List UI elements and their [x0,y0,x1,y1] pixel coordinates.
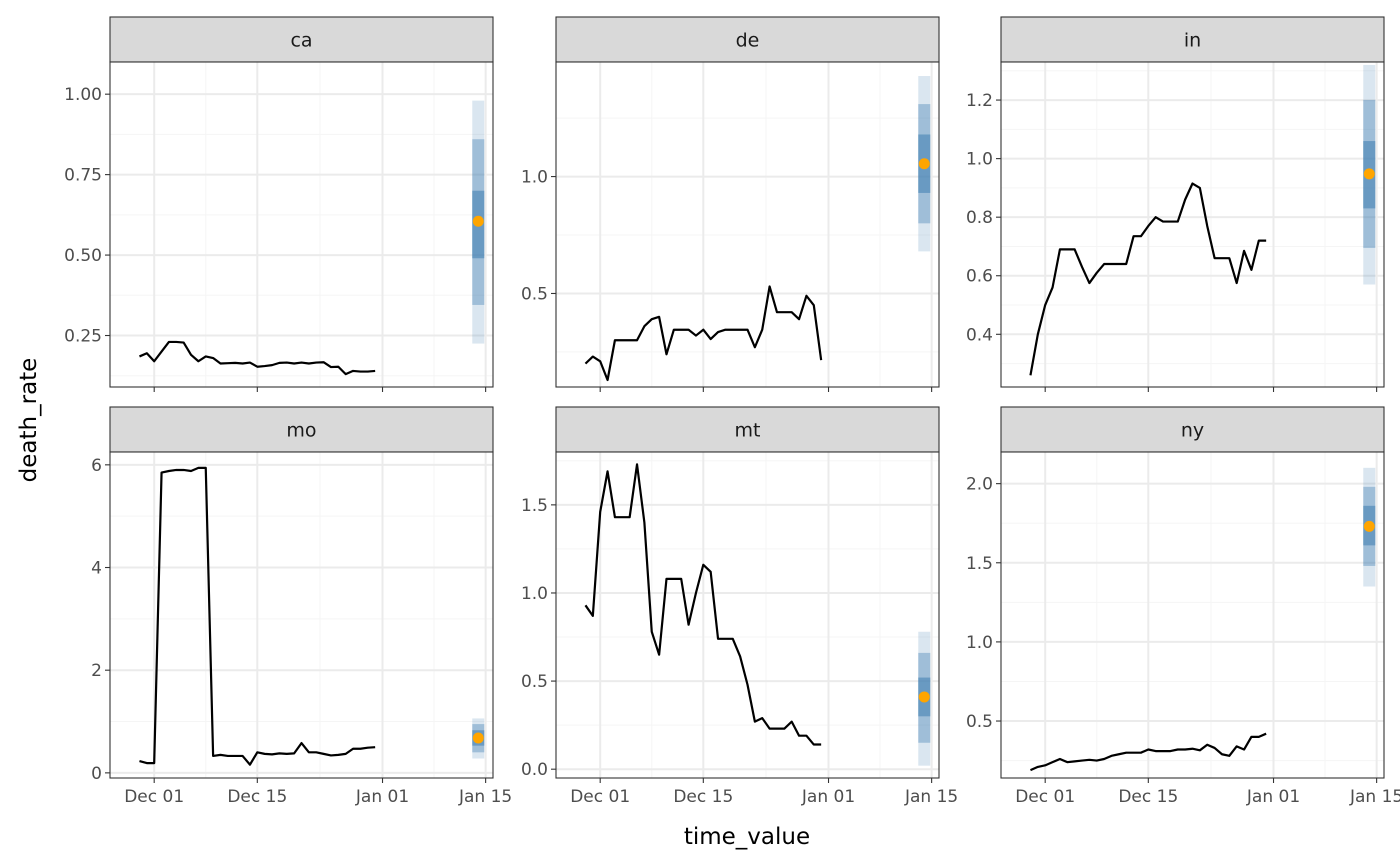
facet-strip [555,406,940,453]
y-tick-label: 6 [91,456,102,476]
forecast-point [1363,520,1375,532]
panel-background [556,62,939,387]
x-tick-label: Dec 15 [227,787,287,807]
panel-border [555,451,940,779]
facet-strip-label: mo [286,420,316,442]
y-tick-label: 2 [91,661,102,681]
x-tick-label: Jan 15 [904,787,958,807]
x-tick-label: Dec 01 [570,787,630,807]
y-tick-label: 1.0 [966,150,993,170]
facet-panels: ca0.250.500.751.00de0.51.0in0.40.60.81.0… [64,16,1400,807]
panel-border [1000,61,1385,388]
x-tick-label: Dec 15 [1118,787,1178,807]
y-tick-label: 0.50 [64,246,102,266]
facet-strip-label: ca [290,30,312,52]
y-tick-label: 0.5 [966,712,993,732]
x-tick-label: Jan 01 [355,787,409,807]
panel-border [555,61,940,388]
x-tick-label: Jan 15 [458,787,512,807]
facet-strip [1000,406,1385,453]
panel-border [109,61,494,388]
facet-panel-mt: mt Dec 01 Dec 15 Jan 01 Jan 15 0.0 0.5 1.0 1.5 [521,406,958,807]
y-tick-label: 1.2 [966,91,993,111]
y-tick-label: 1.5 [966,554,993,574]
y-tick-label: 0 [91,764,102,784]
panel-background [110,452,493,778]
x-tick-label: Jan 01 [1246,787,1300,807]
y-axis-title: death_rate [16,358,42,483]
x-tick-label: Dec 01 [1015,787,1075,807]
observed-series-line [139,340,376,376]
forecast-point [918,158,930,170]
y-tick-label: 1.0 [521,168,548,188]
y-tick-label: 1.0 [966,633,993,653]
y-tick-label: 0.6 [966,267,993,287]
forecast-point [472,215,484,227]
forecast-point [472,732,484,744]
observed-series-line [584,285,823,382]
y-tick-label: 0.75 [64,166,102,186]
facet-strip-label: mt [735,420,761,442]
forecast-point [1363,168,1375,180]
facet-panel-de: de 0.5 1.0 [521,16,940,392]
panel-background [556,452,939,778]
forecast-point [918,691,930,703]
facet-strip-label: de [736,30,760,52]
y-tick-label: 1.0 [521,584,548,604]
panel-border [1000,451,1385,779]
observed-series-line [1030,732,1267,772]
y-tick-label: 0.25 [64,327,102,347]
x-tick-label: Jan 15 [1349,787,1400,807]
x-tick-label: Dec 01 [124,787,184,807]
facet-strip [1000,16,1385,63]
observed-series-line [584,463,822,746]
y-tick-label: 2.0 [966,475,993,495]
y-tick-label: 4 [91,559,102,579]
y-tick-label: 0.5 [521,284,548,304]
y-tick-label: 1.5 [521,496,548,516]
y-tick-label: 0.4 [966,325,993,345]
x-axis-title: time_value [684,824,810,850]
facet-panel-ny: ny Dec 01 Dec 15 Jan 01 Jan 15 0.5 1.0 1.5 2.0 [966,406,1400,807]
observed-series-line [1029,182,1267,376]
y-tick-label: 0.0 [521,760,548,780]
x-tick-label: Jan 01 [801,787,855,807]
panel-background [1001,452,1384,778]
y-tick-label: 0.8 [966,208,993,228]
observed-series-line [139,466,376,766]
facet-panel-ca: ca 0.25 0.50 0.75 1.00 [64,16,494,392]
panel-border [109,451,494,779]
facet-panel-in: in 0.4 0.6 0.8 1.0 1.2 [966,16,1385,392]
facet-strip [555,16,940,63]
facet-panel-mo: mo Dec 01 Dec 15 Jan 01 Jan 15 0 2 4 6 [91,406,512,807]
x-tick-label: Dec 15 [673,787,733,807]
y-tick-label: 0.5 [521,672,548,692]
facet-strip [109,406,494,453]
facet-strip-label: in [1184,30,1201,52]
facet-strip [109,16,494,63]
facet-strip-label: ny [1181,420,1204,442]
panel-background [110,62,493,387]
y-tick-label: 1.00 [64,85,102,105]
panel-background [1001,62,1384,387]
